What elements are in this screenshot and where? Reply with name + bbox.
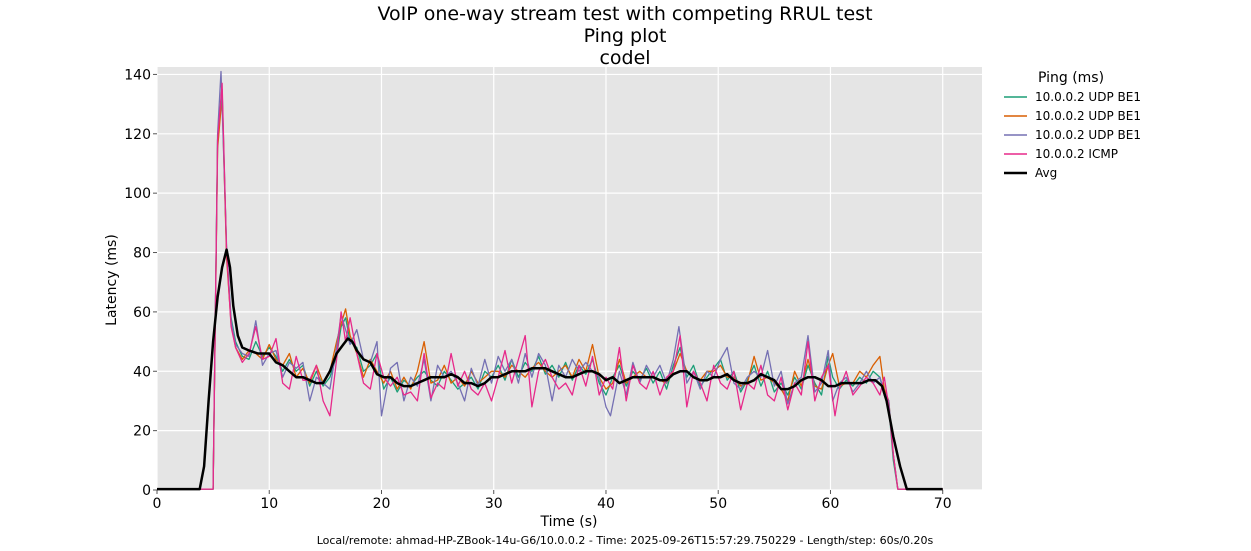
plot-area bbox=[157, 67, 982, 490]
x-axis-ticks: 0 10 20 30 40 50 60 70 bbox=[153, 490, 952, 512]
chart-subtitle-2: codel bbox=[599, 47, 650, 69]
y-tick-label: 60 bbox=[133, 305, 151, 321]
y-axis-ticks: 0 20 40 60 80 100 120 140 bbox=[124, 67, 157, 499]
legend-entry: 10.0.0.2 UDP BE1 bbox=[1035, 128, 1141, 142]
x-tick-label: 20 bbox=[373, 496, 391, 512]
x-tick-label: 40 bbox=[597, 496, 615, 512]
legend-entry: 10.0.0.2 ICMP bbox=[1035, 147, 1118, 161]
y-tick-label: 120 bbox=[124, 127, 151, 143]
x-tick-label: 10 bbox=[260, 496, 278, 512]
x-tick-label: 30 bbox=[485, 496, 503, 512]
x-tick-label: 50 bbox=[709, 496, 727, 512]
chart-title: VoIP one-way stream test with competing … bbox=[377, 3, 872, 25]
legend-entry: Avg bbox=[1035, 166, 1057, 180]
series-line-4 bbox=[157, 248, 943, 491]
legend-title: Ping (ms) bbox=[1038, 70, 1104, 86]
y-tick-label: 20 bbox=[133, 424, 151, 440]
x-tick-label: 0 bbox=[153, 496, 162, 512]
y-tick-label: 40 bbox=[133, 364, 151, 380]
chart-subtitle: Ping plot bbox=[584, 25, 667, 47]
legend-entry: 10.0.0.2 UDP BE1 bbox=[1035, 109, 1141, 123]
legend-entry: 10.0.0.2 UDP BE1 bbox=[1035, 90, 1141, 104]
y-tick-label: 100 bbox=[124, 186, 151, 202]
y-tick-label: 140 bbox=[124, 67, 151, 83]
legend: Ping (ms) 10.0.0.2 UDP BE1 10.0.0.2 UDP B… bbox=[1004, 70, 1141, 180]
footer-info: Local/remote: ahmad-HP-ZBook-14u-G6/10.0… bbox=[317, 534, 934, 547]
y-tick-label: 0 bbox=[142, 483, 151, 499]
y-axis-label: Latency (ms) bbox=[104, 234, 120, 326]
x-tick-label: 70 bbox=[934, 496, 952, 512]
series-layer bbox=[157, 70, 943, 491]
y-tick-label: 80 bbox=[133, 246, 151, 262]
x-axis-label: Time (s) bbox=[540, 514, 598, 530]
x-tick-label: 60 bbox=[822, 496, 840, 512]
